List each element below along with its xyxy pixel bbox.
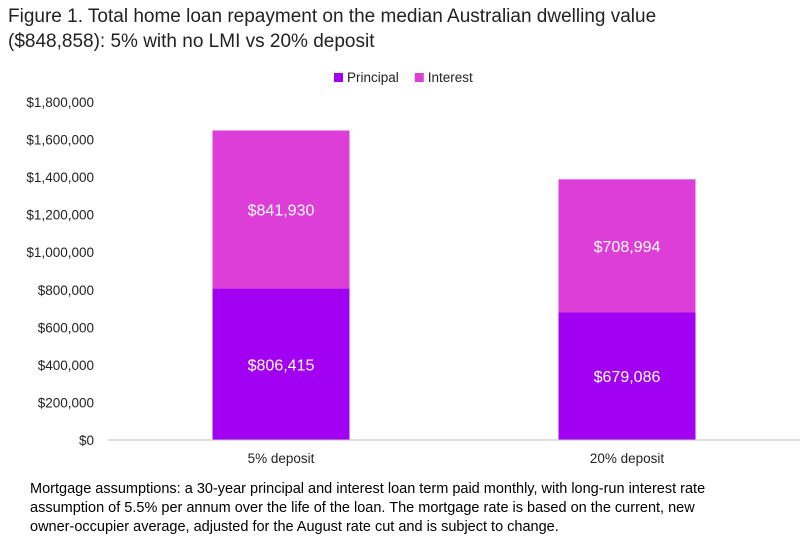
data-label-interest-2: $708,994 xyxy=(594,239,661,256)
y-axis: $0 $200,000 $400,000 $600,000 $800,000 $1,000… xyxy=(26,95,94,448)
y-tick-label: $200,000 xyxy=(38,395,94,410)
bar-interest-2 xyxy=(558,179,696,313)
data-label-principal-1: $806,415 xyxy=(248,357,315,374)
footnote-line-2: assumption of 5.5% per annum over the li… xyxy=(30,500,695,516)
x-tick-label: 5% deposit xyxy=(248,451,315,466)
x-axis: 5% deposit 20% deposit xyxy=(248,451,665,466)
y-tick-label: $1,000,000 xyxy=(26,245,94,260)
y-tick-label: $800,000 xyxy=(38,283,94,298)
y-tick-label: $1,200,000 xyxy=(26,208,94,223)
bar-principal-1 xyxy=(212,288,350,440)
y-tick-label: $400,000 xyxy=(38,358,94,373)
data-label-interest-1: $841,930 xyxy=(248,203,315,220)
legend-label-principal: Principal xyxy=(347,70,399,85)
legend-swatch-principal xyxy=(334,73,343,82)
bar-interest-1 xyxy=(212,130,350,289)
bar-principal-2 xyxy=(558,312,696,440)
x-tick-label: 20% deposit xyxy=(590,451,665,466)
y-tick-label: $0 xyxy=(79,433,94,448)
legend: Principal Interest xyxy=(334,70,473,85)
chart-title-line-2: ($848,858): 5% with no LMI vs 20% deposi… xyxy=(8,31,375,52)
bars: $806,415 $841,930 $679,086 $708,994 xyxy=(212,130,696,440)
chart-title: Figure 1. Total home loan repayment on t… xyxy=(8,4,798,54)
footnote-line-1: Mortgage assumptions: a 30-year principa… xyxy=(30,481,706,497)
data-label-principal-2: $679,086 xyxy=(594,369,661,386)
legend-label-interest: Interest xyxy=(428,70,473,85)
footnote: Mortgage assumptions: a 30-year principa… xyxy=(30,480,800,537)
y-tick-label: $600,000 xyxy=(38,320,94,335)
y-tick-label: $1,800,000 xyxy=(26,95,94,110)
y-tick-label: $1,600,000 xyxy=(26,133,94,148)
footnote-line-3: owner-occupier average, adjusted for the… xyxy=(30,519,559,535)
y-tick-label: $1,400,000 xyxy=(26,170,94,185)
legend-swatch-interest xyxy=(414,73,424,82)
stacked-bar-chart: Principal Interest $0 $200,000 $400,000 $600… xyxy=(26,70,800,466)
chart-title-line-1: Figure 1. Total home loan repayment on t… xyxy=(8,6,657,27)
